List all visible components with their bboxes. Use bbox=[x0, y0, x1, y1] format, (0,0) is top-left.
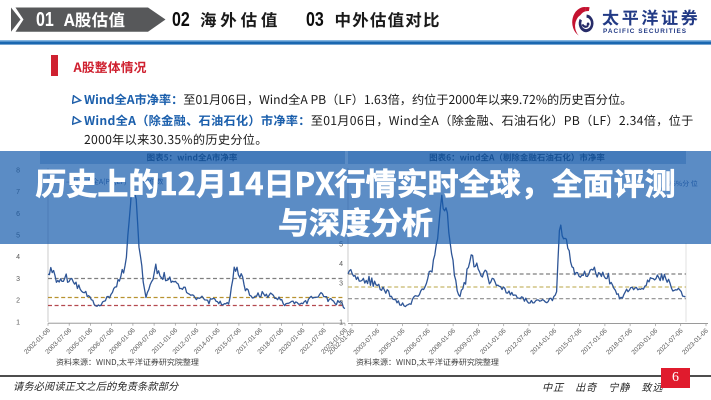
svg-text:2023-01-06: 2023-01-06 bbox=[681, 327, 710, 356]
svg-text:2009-07-06: 2009-07-06 bbox=[454, 327, 483, 356]
svg-text:资料来源：WIND,太平洋证券研究院整理: 资料来源：WIND,太平洋证券研究院整理 bbox=[56, 357, 199, 368]
svg-text:4: 4 bbox=[339, 261, 343, 268]
svg-text:3: 3 bbox=[339, 281, 343, 288]
svg-text:1: 1 bbox=[339, 319, 343, 326]
svg-text:资料来源：WIND,太平洋证券研究院整理: 资料来源：WIND,太平洋证券研究院整理 bbox=[356, 357, 499, 368]
svg-text:2: 2 bbox=[16, 298, 20, 305]
svg-text:3: 3 bbox=[16, 276, 20, 283]
svg-text:4: 4 bbox=[16, 254, 20, 261]
svg-text:1: 1 bbox=[16, 319, 20, 326]
svg-text:5: 5 bbox=[339, 242, 343, 249]
svg-text:2: 2 bbox=[339, 300, 343, 307]
